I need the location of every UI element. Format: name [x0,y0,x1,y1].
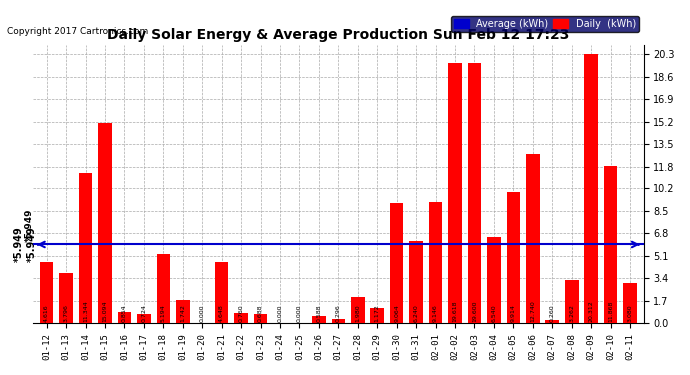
Bar [331,320,345,323]
Text: 9.064: 9.064 [394,304,400,322]
Bar [137,314,150,323]
Text: 9.146: 9.146 [433,304,438,322]
Bar [468,63,481,323]
Bar [623,282,637,323]
Text: *5.949: *5.949 [27,226,37,262]
Text: 0.854: 0.854 [122,304,127,322]
Bar [117,312,131,323]
Text: 0.296: 0.296 [336,304,341,322]
Bar [428,202,442,323]
Bar [254,314,267,323]
Bar [546,320,559,323]
Text: 0.000: 0.000 [199,304,205,322]
Text: 15.094: 15.094 [103,300,108,322]
Text: 3.262: 3.262 [569,304,574,322]
Bar [157,255,170,323]
Bar [409,241,423,323]
Text: Copyright 2017 Cartronics.com: Copyright 2017 Cartronics.com [7,27,148,36]
Text: 3.080: 3.080 [627,304,633,322]
Bar [371,308,384,323]
Text: 1.742: 1.742 [180,304,185,322]
Text: 0.000: 0.000 [277,304,282,322]
Text: 0.000: 0.000 [297,304,302,322]
Bar [215,262,228,323]
Text: 5.194: 5.194 [161,304,166,322]
Text: 1.980: 1.980 [355,304,360,322]
Text: 9.914: 9.914 [511,304,516,322]
Text: 0.760: 0.760 [239,304,244,322]
Text: 1.172: 1.172 [375,304,380,322]
Text: 0.688: 0.688 [258,304,263,322]
Bar [98,123,112,323]
Text: 11.344: 11.344 [83,300,88,322]
Bar [59,273,73,323]
Bar [79,173,92,323]
Text: 3.796: 3.796 [63,304,68,322]
Text: *5.949: *5.949 [24,209,33,242]
Bar [312,316,326,323]
Bar [235,314,248,323]
Text: 11.868: 11.868 [608,301,613,322]
Bar [584,54,598,323]
Bar [565,280,578,323]
Text: *5.949: *5.949 [14,226,24,262]
Bar [40,262,53,323]
Text: 6.540: 6.540 [491,304,496,322]
Bar [351,297,364,323]
Text: 19.618: 19.618 [453,301,457,322]
Text: 4.648: 4.648 [219,304,224,322]
Text: 0.260: 0.260 [550,304,555,322]
Bar [390,203,404,323]
Title: Daily Solar Energy & Average Production Sun Feb 12 17:23: Daily Solar Energy & Average Production … [107,28,569,42]
Text: 4.616: 4.616 [44,304,49,322]
Text: 20.312: 20.312 [589,300,593,322]
Text: 12.740: 12.740 [531,300,535,322]
Bar [176,300,190,323]
Legend: Average (kWh), Daily  (kWh): Average (kWh), Daily (kWh) [451,16,639,32]
Bar [448,63,462,323]
Bar [506,192,520,323]
Text: 0.588: 0.588 [317,304,322,322]
Bar [526,154,540,323]
Bar [604,166,618,323]
Bar [487,237,501,323]
Text: 19.600: 19.600 [472,301,477,322]
Text: 0.724: 0.724 [141,304,146,322]
Text: 6.240: 6.240 [413,304,419,322]
